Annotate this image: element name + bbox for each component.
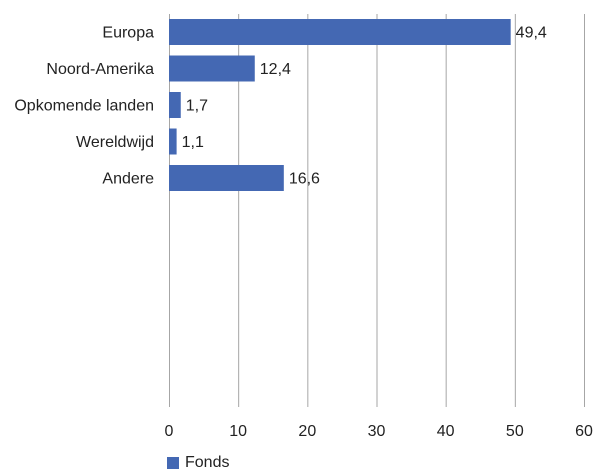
- x-tick-label-40: 40: [437, 423, 455, 440]
- bar-2: [169, 92, 181, 118]
- category-label-3: Wereldwijd: [76, 134, 154, 151]
- data-label-2: 1,7: [186, 98, 208, 115]
- x-tick-label-60: 60: [575, 423, 593, 440]
- x-tick-label-50: 50: [506, 423, 524, 440]
- x-tick-label-30: 30: [368, 423, 386, 440]
- category-label-0: Europa: [102, 25, 154, 42]
- category-label-1: Noord-Amerika: [46, 61, 154, 78]
- data-label-0: 49,4: [516, 25, 547, 42]
- legend: Fonds: [167, 455, 229, 471]
- legend-swatch-fonds: [167, 457, 179, 469]
- data-label-4: 16,6: [289, 171, 320, 188]
- legend-label-fonds: Fonds: [185, 454, 230, 471]
- bar-4: [169, 165, 284, 191]
- data-label-1: 12,4: [260, 61, 291, 78]
- category-label-4: Andere: [102, 171, 154, 188]
- bar-3: [169, 128, 177, 155]
- category-label-2: Opkomende landen: [14, 98, 154, 115]
- x-tick-label-20: 20: [298, 423, 316, 440]
- x-tick-label-10: 10: [229, 423, 247, 440]
- x-tick-label-0: 0: [165, 423, 174, 440]
- data-label-3: 1,1: [182, 134, 204, 151]
- bar-0: [169, 19, 511, 45]
- bar-1: [169, 55, 255, 82]
